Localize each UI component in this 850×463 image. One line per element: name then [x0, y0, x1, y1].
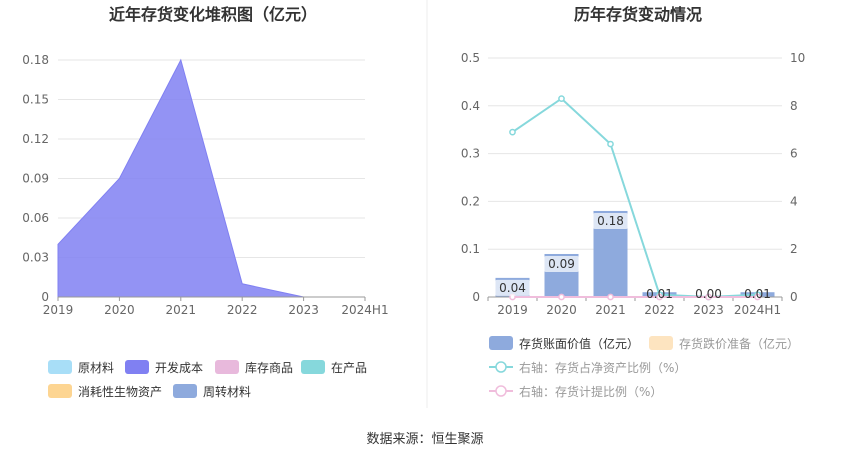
left-x-tick-label: 2023	[288, 303, 319, 317]
right-right-y-tick-label: 4	[790, 194, 798, 208]
line-point	[558, 95, 565, 102]
left-legend-swatch	[301, 360, 325, 374]
right-left-y-axis-ticks: 0 0.1 0.2 0.3 0.4 0.5	[461, 51, 480, 304]
line-point	[656, 293, 663, 301]
left-legend-label: 库存商品	[245, 360, 293, 375]
right-x-tick-label: 2022	[644, 303, 675, 317]
right-left-y-tick-label: 0.4	[461, 99, 480, 113]
right-x-tick-label: 2023	[693, 303, 724, 317]
left-legend-label: 开发成本	[155, 360, 203, 375]
right-x-tick-label: 2019	[497, 303, 528, 317]
left-legend-swatch	[173, 384, 197, 398]
right-left-y-tick-label: 0.5	[461, 51, 480, 65]
left-y-tick-label: 0.15	[22, 93, 49, 107]
left-x-tick-label: 2024H1	[341, 303, 388, 317]
right-legend: 存货账面价值（亿元） 存货跌价准备（亿元） 右轴：存货占净资产比例（%） 右轴：存货计…	[489, 336, 799, 399]
left-y-axis-ticks: 0 0.03 0.06 0.09 0.12 0.15 0.18	[22, 53, 49, 304]
left-legend-swatch	[215, 360, 239, 374]
right-legend-label: 右轴：存货计提比例（%）	[519, 384, 662, 399]
right-x-axis-ticks: 2019 2020 2021 2022 2023 2024H1	[487, 297, 783, 317]
right-legend-label: 存货账面价值（亿元）	[519, 336, 639, 351]
right-right-y-tick-label: 0	[790, 290, 798, 304]
right-bar-series	[495, 210, 775, 297]
line-point	[607, 140, 614, 148]
right-right-y-tick-label: 6	[790, 147, 798, 161]
bar-value-label: 0.01	[646, 287, 673, 301]
left-y-tick-label: 0.06	[22, 211, 49, 225]
right-legend-marker	[495, 385, 507, 397]
right-x-tick-label: 2020	[546, 303, 577, 317]
line-point	[705, 293, 712, 301]
bar-value-label: 0.18	[597, 214, 624, 228]
bar-value-label: 0.04	[499, 281, 526, 295]
left-legend-label: 周转材料	[203, 384, 251, 399]
line-point	[509, 128, 516, 136]
right-bar-labels: 0.04 0.09 0.18 0.01 0.00 0.01	[495, 212, 771, 301]
right-left-y-tick-label: 0.3	[461, 147, 480, 161]
right-right-y-axis-ticks: 0 2 4 6 8 10	[790, 51, 805, 304]
left-legend-swatch	[125, 360, 149, 374]
left-y-tick-label: 0	[41, 290, 49, 304]
left-x-tick-label: 2022	[227, 303, 258, 317]
right-legend-label: 存货跌价准备（亿元）	[679, 336, 799, 351]
left-legend-label: 在产品	[331, 361, 367, 375]
line-point	[754, 293, 761, 301]
right-line-series	[509, 95, 761, 301]
right-x-tick-label: 2024H1	[734, 303, 781, 317]
bar-value-label: 0.00	[695, 287, 722, 301]
right-left-y-tick-label: 0.2	[461, 194, 480, 208]
right-left-y-tick-label: 0	[472, 290, 480, 304]
right-x-tick-label: 2021	[595, 303, 626, 317]
bar-label-background	[495, 279, 530, 296]
line-point	[607, 293, 614, 301]
right-right-y-tick-label: 8	[790, 99, 798, 113]
data-source: 数据来源：恒生聚源	[366, 432, 484, 447]
left-x-tick-label: 2020	[104, 303, 135, 317]
line-point	[558, 293, 565, 301]
left-chart-title: 近年存货变化堆积图（亿元）	[109, 5, 317, 24]
right-legend-swatch	[489, 336, 513, 350]
left-legend-label: 消耗性生物资产	[78, 385, 162, 399]
left-y-tick-label: 0.03	[22, 251, 49, 265]
left-y-tick-label: 0.12	[22, 132, 49, 146]
bar-label-background	[544, 255, 579, 272]
right-right-y-tick-label: 2	[790, 242, 798, 256]
bar-label-background	[593, 212, 628, 229]
left-x-axis-ticks: 2019 2020 2021 2022 2023 2024H1	[43, 297, 389, 317]
left-x-tick-label: 2021	[166, 303, 197, 317]
left-legend-swatch	[48, 384, 72, 398]
right-legend-marker	[495, 361, 507, 373]
right-gridlines	[488, 57, 782, 250]
bar-value-label: 0.09	[548, 257, 575, 271]
stacked-area-chart: 近年存货变化堆积图（亿元） 00.030.060.090.120.150.18 …	[22, 5, 388, 399]
left-x-tick-label: 2019	[43, 303, 74, 317]
bar-value-label: 0.01	[744, 287, 771, 301]
left-y-tick-label: 0.18	[22, 53, 49, 67]
right-legend-label: 右轴：存货占净资产比例（%）	[519, 360, 686, 375]
right-chart-title: 历年存货变动情况	[574, 5, 702, 24]
right-legend-swatch	[649, 336, 673, 350]
left-legend-swatch	[48, 360, 72, 374]
right-left-y-tick-label: 0.1	[461, 242, 480, 256]
left-legend-label: 原材料	[78, 361, 114, 375]
left-y-tick-label: 0.09	[22, 172, 49, 186]
right-right-y-tick-label: 10	[790, 51, 805, 65]
